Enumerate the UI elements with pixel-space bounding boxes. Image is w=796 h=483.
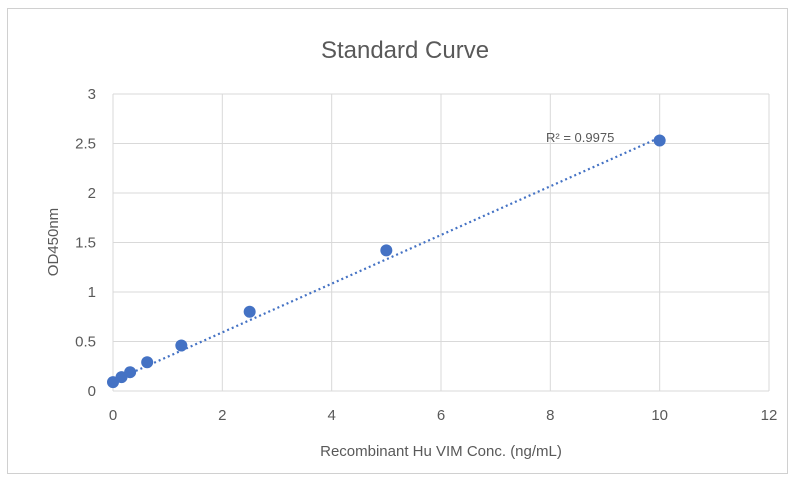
data-point — [653, 134, 666, 147]
x-tick-label: 8 — [546, 407, 554, 424]
x-tick-label: 4 — [327, 407, 335, 424]
x-tick-label: 0 — [109, 407, 117, 424]
grid — [112, 93, 770, 392]
trendline — [112, 136, 661, 383]
y-tick-label: 2 — [88, 185, 96, 202]
x-tick-label: 6 — [437, 407, 445, 424]
r-squared-annotation: R² = 0.9975 — [546, 130, 614, 145]
y-tick-label: 2.5 — [75, 136, 96, 153]
y-tick-label: 0 — [88, 383, 96, 400]
y-tick-label: 1.5 — [75, 235, 96, 252]
data-point — [380, 244, 393, 257]
y-tick-label: 0.5 — [75, 334, 96, 351]
data-point — [141, 356, 154, 369]
data-points — [107, 134, 666, 389]
x-tick-label: 10 — [651, 407, 668, 424]
x-tick-label: 2 — [218, 407, 226, 424]
x-axis-label: Recombinant Hu VIM Conc. (ng/mL) — [320, 443, 562, 460]
data-point — [175, 339, 188, 352]
y-tick-label: 1 — [88, 284, 96, 301]
y-axis-label: OD450nm — [45, 208, 62, 276]
data-point — [243, 305, 256, 318]
chart-title: Standard Curve — [321, 37, 489, 64]
chart-frame — [7, 8, 788, 474]
x-tick-label: 12 — [761, 407, 778, 424]
tick-labels: 0 0.5 1 1.5 2 2.5 3 0 2 4 6 8 10 12 — [75, 86, 777, 424]
y-tick-label: 3 — [88, 86, 96, 103]
data-point — [124, 366, 137, 379]
